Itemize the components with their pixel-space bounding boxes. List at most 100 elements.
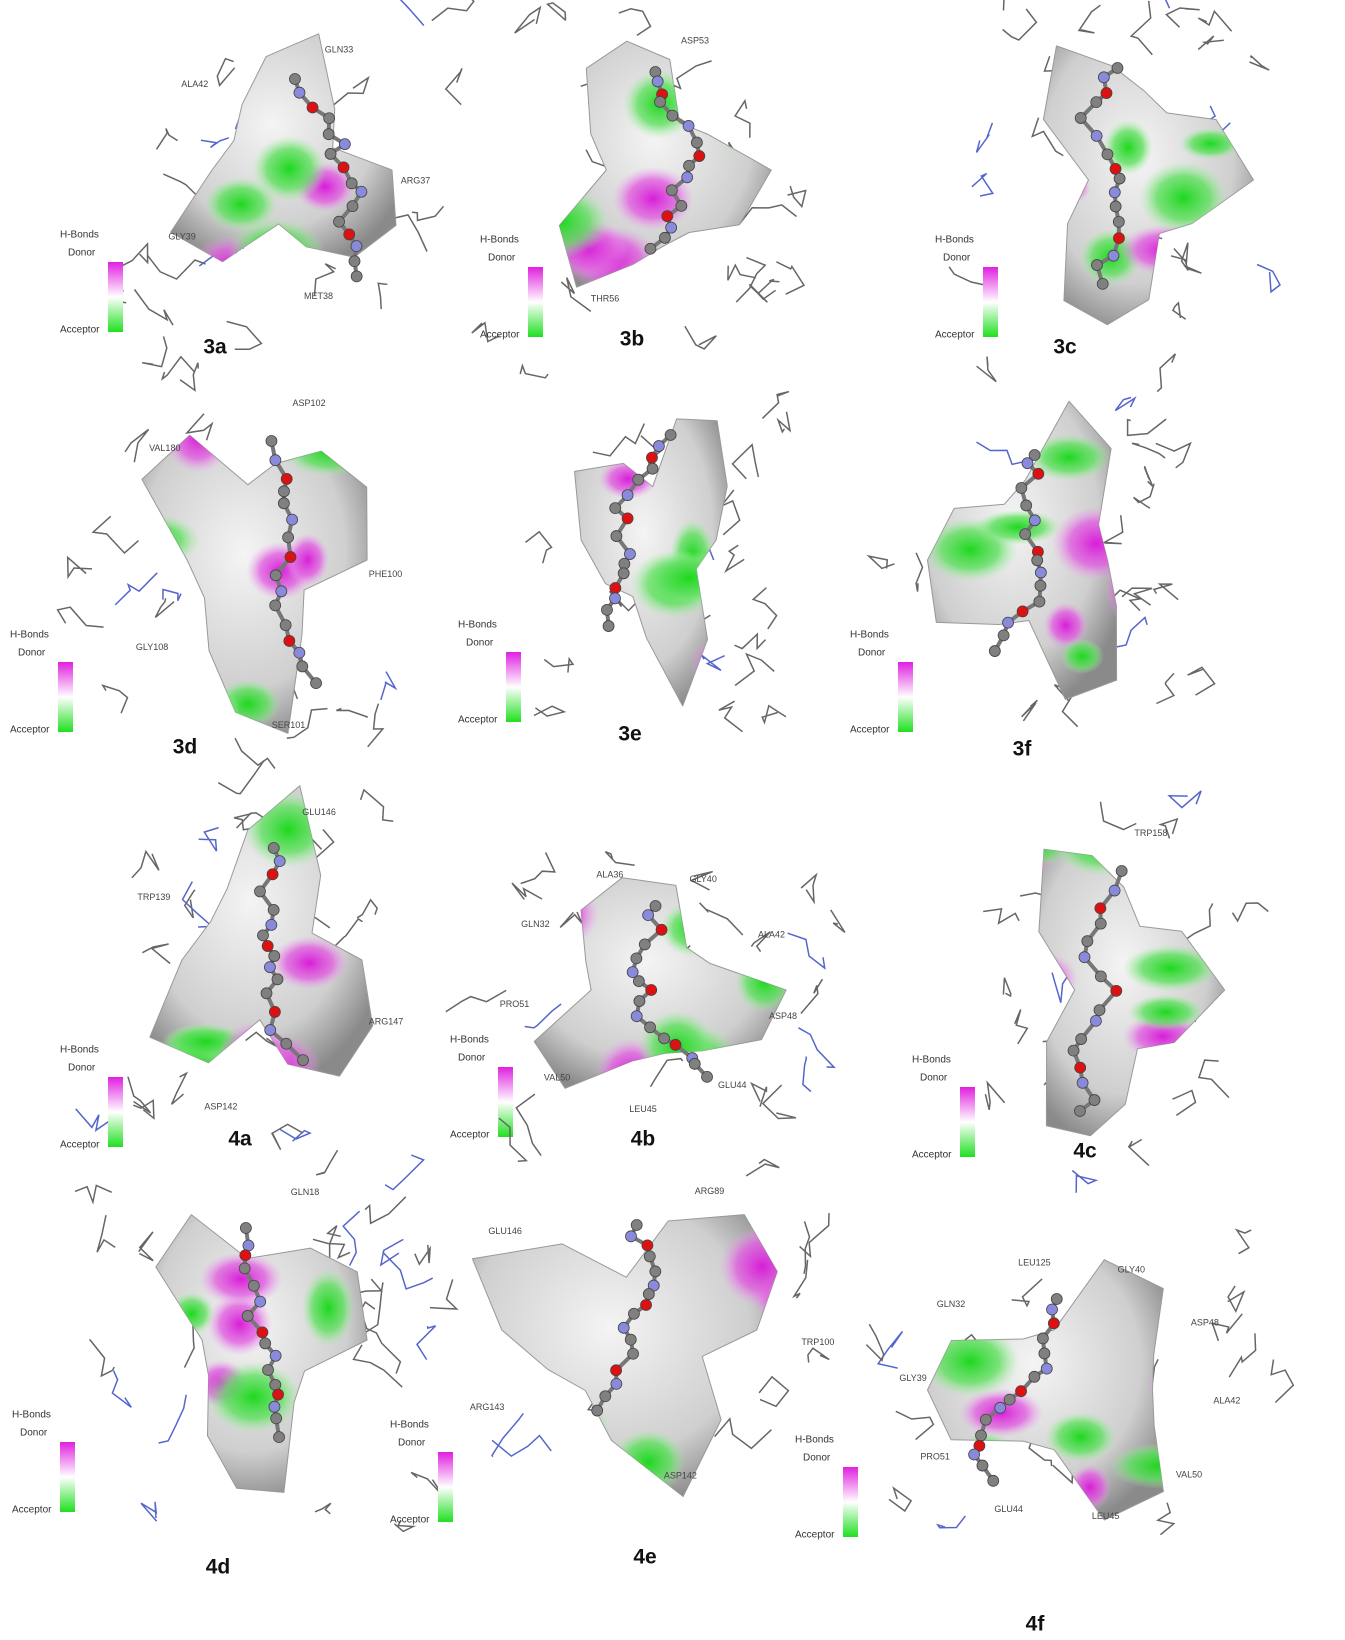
residue-stick <box>76 1109 112 1130</box>
ligand-atom <box>262 941 273 952</box>
ligand-atom <box>297 661 308 672</box>
residue-stick <box>831 910 845 933</box>
residue-stick <box>733 445 759 479</box>
ligand-atom <box>1033 468 1044 479</box>
ligand-atom <box>691 137 702 148</box>
ligand-atom <box>1017 606 1028 617</box>
residue-stick <box>417 1326 436 1360</box>
ligand-atom <box>325 148 336 159</box>
acceptor-patch <box>1045 1412 1117 1462</box>
residue-stick <box>1228 1286 1244 1311</box>
ligand-atom <box>284 635 295 646</box>
ligand-atom <box>1047 1304 1058 1315</box>
ligand-atom <box>271 1413 282 1424</box>
ligand-atom <box>659 232 670 243</box>
ligand-atom <box>1113 216 1124 227</box>
ligand-atom <box>261 988 272 999</box>
ligand-atom <box>276 586 287 597</box>
ligand-atom <box>995 1402 1006 1413</box>
acceptor-patch <box>1139 161 1227 234</box>
acceptor-patch <box>1110 1443 1208 1489</box>
residue-stick <box>989 0 1004 11</box>
ligand-atom <box>652 76 663 87</box>
ligand-atom <box>611 531 622 542</box>
residue-stick <box>336 709 367 718</box>
ligand-atom <box>1095 918 1106 929</box>
ligand-atom <box>642 1240 653 1251</box>
residue-stick <box>357 900 377 918</box>
residue-stick <box>534 706 564 716</box>
residue-stick <box>800 1213 829 1256</box>
acceptor-patch <box>459 1365 554 1427</box>
residue-stick <box>1157 354 1175 392</box>
residue-stick <box>753 588 776 629</box>
ligand-atom <box>1021 500 1032 511</box>
acceptor-patch <box>974 510 1061 545</box>
legend-acceptor: Acceptor <box>10 725 50 736</box>
residue-stick <box>1250 56 1270 70</box>
ligand-atom <box>285 552 296 563</box>
legend-acceptor: Acceptor <box>912 1150 952 1161</box>
ligand-atom <box>270 455 281 466</box>
panel-label: 3b <box>620 328 645 351</box>
ligand-atom <box>356 186 367 197</box>
donor-patch <box>518 880 599 948</box>
ligand-atom <box>281 473 292 484</box>
panel-label: 3e <box>618 723 641 746</box>
legend-gradient <box>108 1077 123 1147</box>
ligand-atom <box>618 568 629 579</box>
ligand-atom <box>684 160 695 171</box>
ligand-atom <box>1075 113 1086 124</box>
ligand-atom <box>1068 1045 1079 1056</box>
legend-acceptor: Acceptor <box>60 325 100 336</box>
ligand-atom <box>344 229 355 240</box>
ligand-atom <box>1090 1015 1101 1026</box>
residue-stick <box>735 101 750 138</box>
ligand-atom <box>273 1389 284 1400</box>
residue-stick <box>798 1028 834 1068</box>
residue-stick <box>1154 584 1178 600</box>
residue-stick <box>726 545 744 571</box>
legend-donor: Donor <box>20 1428 48 1439</box>
ligand-atom <box>280 620 291 631</box>
ligand-atom <box>1003 617 1014 628</box>
residue-label: VAL180 <box>149 443 180 453</box>
legend-title: H-Bonds <box>850 630 889 641</box>
legend-donor: Donor <box>803 1453 831 1464</box>
acceptor-patch <box>511 186 610 258</box>
residue-stick <box>685 326 716 349</box>
legend-acceptor: Acceptor <box>935 330 975 341</box>
ligand-atom <box>1074 1106 1085 1117</box>
residue-label: ALA42 <box>1213 1396 1240 1406</box>
residue-stick <box>97 1215 115 1252</box>
residue-stick <box>383 1252 433 1289</box>
residue-stick <box>938 1516 966 1528</box>
ligand-atom <box>1035 567 1046 578</box>
ligand-atom <box>264 962 275 973</box>
ligand-atom <box>969 1449 980 1460</box>
ligand-atom <box>639 939 650 950</box>
ligand-atom <box>1095 903 1106 914</box>
residue-stick <box>1104 515 1122 543</box>
ligand-atom <box>255 1296 266 1307</box>
residue-stick <box>889 1488 911 1511</box>
ligand-atom <box>346 178 357 189</box>
residue-stick <box>544 659 573 673</box>
ligand-atom <box>1089 1095 1100 1106</box>
residue-stick <box>896 1411 934 1439</box>
ligand-atom <box>274 856 285 867</box>
ligand-atom <box>283 532 294 543</box>
residue-label: GLN32 <box>521 919 550 929</box>
panel-label: 4f <box>1026 1613 1046 1636</box>
residue-stick <box>90 1339 115 1376</box>
residue-stick <box>1199 1060 1229 1098</box>
ligand-atom <box>1109 885 1120 896</box>
acceptor-patch <box>701 571 749 645</box>
residue-stick <box>147 255 205 279</box>
ligand-atom <box>609 593 620 604</box>
ligand-atom <box>702 1071 713 1082</box>
residue-stick <box>315 1503 331 1514</box>
residue-stick <box>762 392 789 419</box>
residue-stick <box>515 8 541 34</box>
ligand-atom <box>272 974 283 985</box>
